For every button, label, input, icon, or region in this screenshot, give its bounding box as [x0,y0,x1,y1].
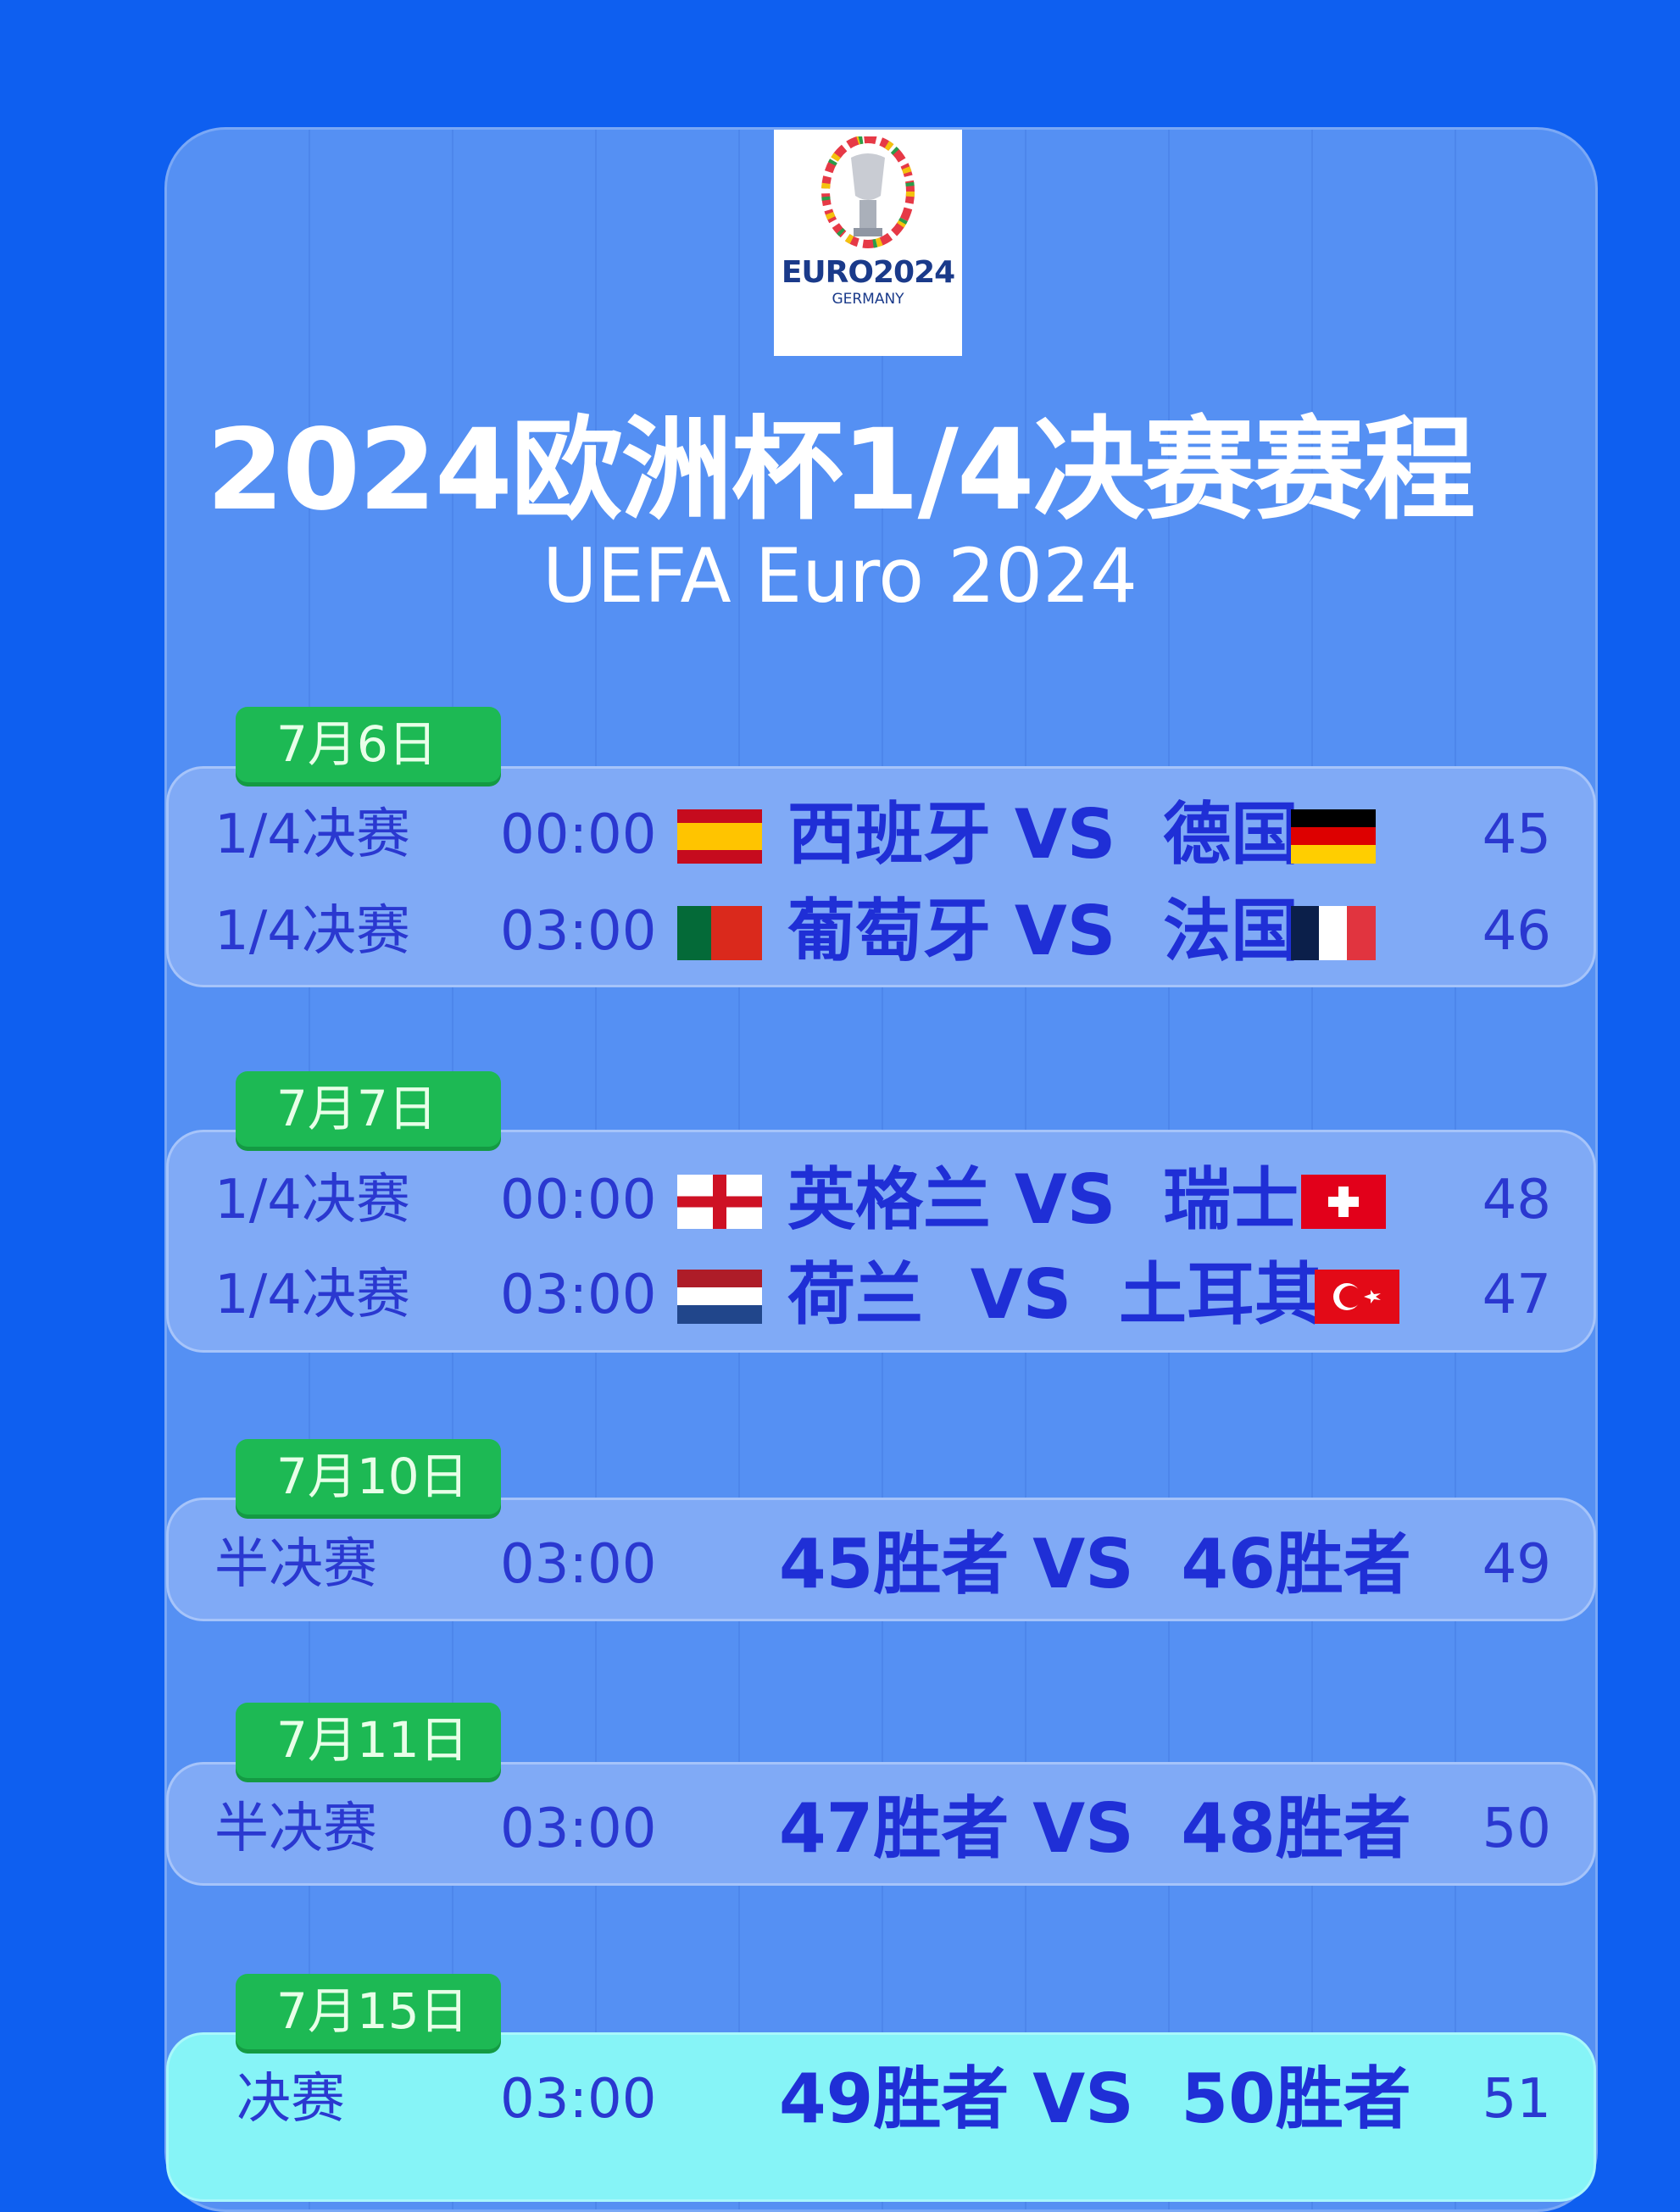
vs-label: VS [1032,1525,1134,1603]
match-row: 决赛 03:00 49胜者 VS 50胜者 51 [169,2057,1594,2142]
match-number: 47 [1482,1264,1551,1326]
match-row: 1/4决赛 03:00 荷兰 VS 土耳其 47 [169,1253,1594,1337]
match-group-2: 半决赛 03:00 45胜者 VS 46胜者 49 [166,1498,1596,1621]
match-time: 00:00 [500,803,657,866]
away-team: 48胜者 [1181,1789,1411,1868]
home-team: 45胜者 [779,1525,1010,1603]
vs-label: VS [1014,1160,1116,1239]
match-group-0: 1/4决赛 00:00 西班牙 VS 德国 45 1/4决赛 03:00 葡萄牙… [166,766,1596,987]
match-time: 03:00 [500,2068,657,2131]
turkey-flag-icon [1315,1270,1399,1324]
vs-label: VS [1014,892,1116,970]
match-time: 03:00 [500,900,657,963]
match-row: 1/4决赛 03:00 葡萄牙 VS 法国 46 [169,889,1594,974]
england-flag-icon [677,1175,762,1229]
vs-label: VS [1014,795,1116,874]
date-badge: 7月10日 [236,1439,501,1514]
page-title: 2024欧洲杯1/4决赛赛程 [206,405,1475,536]
match-number: 51 [1482,2068,1551,2131]
date-badge: 7月6日 [236,707,501,782]
match-teams: 英格兰 VS 瑞士 [787,1161,1299,1239]
stage-label: 1/4决赛 [214,803,410,866]
match-time: 03:00 [500,1533,657,1596]
match-number: 50 [1482,1798,1551,1860]
stage-label: 决赛 [236,2068,345,2131]
date-badge: 7月7日 [236,1071,501,1147]
away-team: 法国 [1163,892,1299,970]
trophy-icon [821,136,915,248]
netherlands-flag-icon [677,1270,762,1324]
logo-subtext: GERMANY [832,291,904,308]
date-badge: 7月11日 [236,1703,501,1778]
match-teams: 西班牙 VS 德国 [787,796,1299,874]
match-teams: 荷兰 VS 土耳其 [787,1256,1322,1334]
portugal-flag-icon [677,906,762,960]
match-number: 49 [1482,1533,1551,1596]
spain-flag-icon [677,809,762,864]
stage-label: 半决赛 [214,1533,377,1596]
match-row: 半决赛 03:00 45胜者 VS 46胜者 49 [169,1522,1594,1607]
stage-label: 1/4决赛 [214,900,410,963]
away-team: 土耳其 [1118,1255,1322,1334]
match-teams: 葡萄牙 VS 法国 [787,892,1299,970]
away-team: 46胜者 [1181,1525,1411,1603]
match-time: 00:00 [500,1169,657,1231]
match-teams: 49胜者 VS 50胜者 [779,2060,1559,2138]
page-subtitle: UEFA Euro 2024 [542,532,1138,620]
logo-text: EURO2024 [781,255,955,290]
match-time: 03:00 [500,1264,657,1326]
away-team: 50胜者 [1181,2059,1411,2138]
vs-label: VS [970,1255,1072,1334]
home-team: 葡萄牙 [787,892,991,970]
switzerland-flag-icon [1301,1175,1386,1229]
match-number: 46 [1482,900,1551,963]
euro2024-logo: EURO2024 GERMANY [774,130,962,356]
home-team: 47胜者 [779,1789,1010,1868]
match-time: 03:00 [500,1798,657,1860]
match-teams: 45胜者 VS 46胜者 [779,1526,1559,1603]
match-teams: 47胜者 VS 48胜者 [779,1790,1559,1868]
home-team: 英格兰 [787,1160,991,1239]
away-team: 瑞士 [1163,1160,1299,1239]
match-group-1: 1/4决赛 00:00 英格兰 VS 瑞士 48 1/4决赛 03:00 荷兰 … [166,1130,1596,1353]
stage-label: 1/4决赛 [214,1264,410,1326]
germany-flag-icon [1291,809,1376,864]
match-row: 1/4决赛 00:00 西班牙 VS 德国 45 [169,792,1594,877]
home-team: 49胜者 [779,2059,1010,2138]
date-badge: 7月15日 [236,1974,501,2049]
away-team: 德国 [1163,795,1299,874]
match-group-final: 决赛 03:00 49胜者 VS 50胜者 51 [166,2032,1596,2202]
home-team: 西班牙 [787,795,991,874]
vs-label: VS [1032,2059,1134,2138]
match-number: 48 [1482,1169,1551,1231]
match-row: 1/4决赛 00:00 英格兰 VS 瑞士 48 [169,1158,1594,1242]
france-flag-icon [1291,906,1376,960]
stage-label: 1/4决赛 [214,1169,410,1231]
stage-label: 半决赛 [214,1798,377,1860]
match-group-3: 半决赛 03:00 47胜者 VS 48胜者 50 [166,1762,1596,1886]
home-team: 荷兰 [787,1255,923,1334]
match-number: 45 [1482,803,1551,866]
match-row: 半决赛 03:00 47胜者 VS 48胜者 50 [169,1787,1594,1871]
vs-label: VS [1032,1789,1134,1868]
